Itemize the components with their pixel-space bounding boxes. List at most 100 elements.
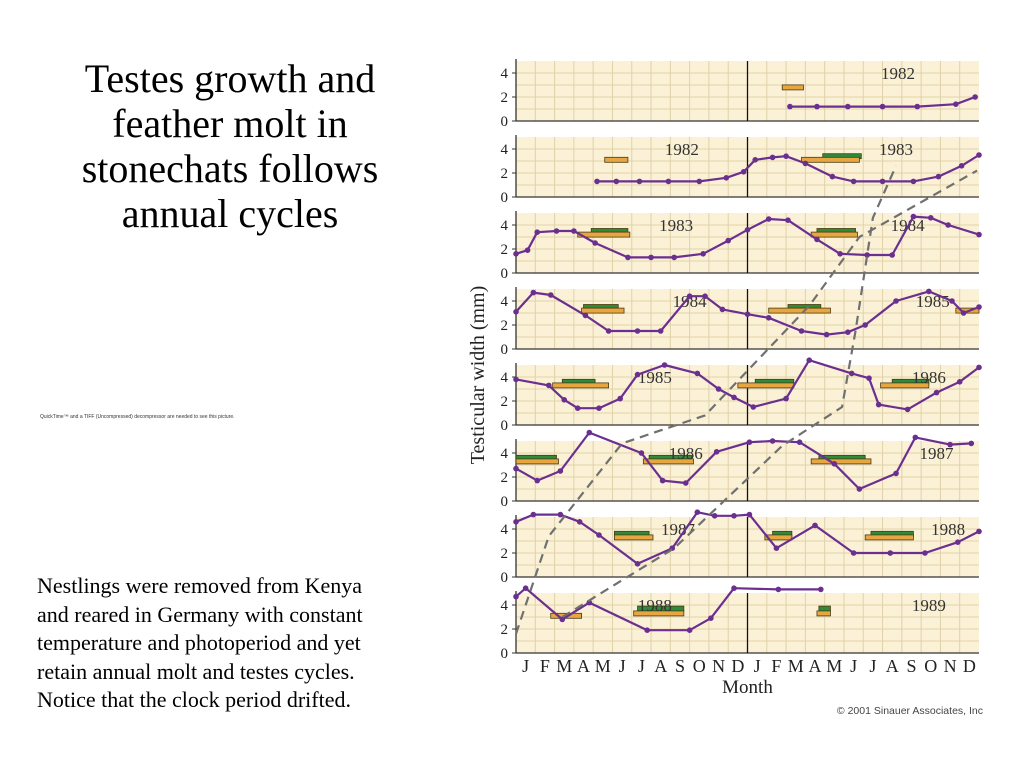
molt-bar: [737, 382, 795, 389]
data-point: [522, 585, 529, 591]
data-point: [731, 585, 737, 591]
y-tick-label: 2: [501, 546, 509, 562]
data-point: [775, 586, 782, 593]
molt-bar: [768, 307, 831, 314]
data-point: [750, 404, 757, 410]
caption-line: and reared in Germany with constant: [37, 601, 363, 627]
month-tick-label: J: [850, 656, 857, 676]
data-point: [769, 154, 776, 161]
data-point: [875, 401, 882, 408]
y-tick-label: 0: [501, 570, 509, 586]
molt-bar: [880, 382, 930, 389]
molt-bar: [581, 307, 625, 314]
month-tick-label: S: [675, 656, 685, 676]
data-point: [723, 175, 730, 181]
data-point: [893, 298, 899, 304]
y-tick-label: 4: [501, 522, 509, 538]
molt-bar: [781, 84, 804, 91]
data-point: [798, 328, 805, 334]
data-point: [806, 357, 813, 364]
molt-bar: [810, 231, 858, 238]
data-point: [545, 382, 552, 389]
data-point: [783, 395, 789, 402]
data-point: [596, 405, 602, 412]
data-point: [926, 288, 932, 295]
data-point: [968, 440, 975, 447]
data-point: [922, 550, 928, 556]
data-point: [976, 304, 982, 310]
title-line: Testes growth and: [84, 56, 376, 101]
data-point: [746, 439, 753, 446]
data-point: [949, 298, 955, 304]
data-point: [696, 178, 703, 185]
data-point: [731, 513, 737, 519]
data-point: [848, 370, 855, 377]
data-point: [947, 441, 953, 448]
data-point: [893, 470, 899, 477]
data-point: [912, 434, 919, 441]
data-point: [686, 293, 693, 299]
month-tick-label: O: [693, 656, 706, 676]
y-tick-label: 4: [501, 218, 509, 234]
y-tick-label: 0: [501, 418, 509, 434]
year-label: 1983: [879, 140, 913, 159]
month-tick-label: J: [619, 656, 626, 676]
data-point: [927, 215, 934, 221]
molt-bar: [633, 610, 685, 617]
data-point: [958, 163, 965, 169]
molt-bar: [613, 534, 654, 541]
data-point: [976, 364, 982, 371]
data-point: [711, 513, 718, 519]
month-tick-label: M: [788, 656, 804, 676]
molt-bar: [515, 458, 559, 465]
y-tick-label: 2: [501, 242, 509, 258]
year-label: 1985: [638, 368, 672, 387]
data-point: [887, 550, 894, 556]
y-tick-label: 2: [501, 318, 509, 334]
data-point: [657, 328, 664, 334]
slide-caption: Nestlings were removed from Kenya and re…: [37, 572, 467, 715]
phase-drift-dashed-line: [514, 169, 978, 635]
data-point: [769, 438, 776, 444]
month-tick-label: D: [963, 656, 976, 676]
data-point: [823, 331, 830, 338]
data-point: [773, 545, 780, 551]
data-point: [524, 247, 531, 253]
month-tick-label: D: [731, 656, 744, 676]
data-point: [592, 240, 598, 246]
data-point: [864, 252, 870, 258]
y-tick-label: 2: [501, 622, 509, 638]
data-point: [765, 216, 772, 222]
data-point: [935, 173, 942, 180]
data-point: [534, 229, 541, 235]
caption-line: Notice that the clock period drifted.: [37, 687, 351, 712]
data-point: [557, 511, 564, 518]
data-point: [605, 328, 612, 334]
data-point: [829, 173, 836, 180]
data-point: [671, 254, 677, 261]
month-tick-label: N: [944, 656, 957, 676]
molt-bar: [818, 605, 831, 612]
data-point: [954, 539, 961, 545]
data-point: [702, 293, 708, 299]
month-tick-label: J: [754, 656, 761, 676]
data-point: [694, 509, 701, 515]
data-point: [845, 329, 851, 336]
y-tick-label: 4: [501, 66, 509, 82]
data-point: [976, 152, 982, 158]
molt-bar: [552, 382, 610, 389]
month-tick-label: A: [886, 656, 899, 676]
data-point: [818, 586, 824, 593]
data-point: [856, 486, 863, 492]
year-label: 1988: [638, 596, 672, 615]
data-point: [634, 371, 641, 378]
data-point: [513, 251, 519, 257]
data-point: [557, 468, 564, 474]
data-point: [879, 178, 886, 185]
data-point: [731, 394, 737, 401]
data-point: [648, 254, 654, 261]
data-point: [708, 615, 714, 621]
y-tick-label: 2: [501, 394, 509, 410]
testis-width-series: [515, 215, 980, 259]
